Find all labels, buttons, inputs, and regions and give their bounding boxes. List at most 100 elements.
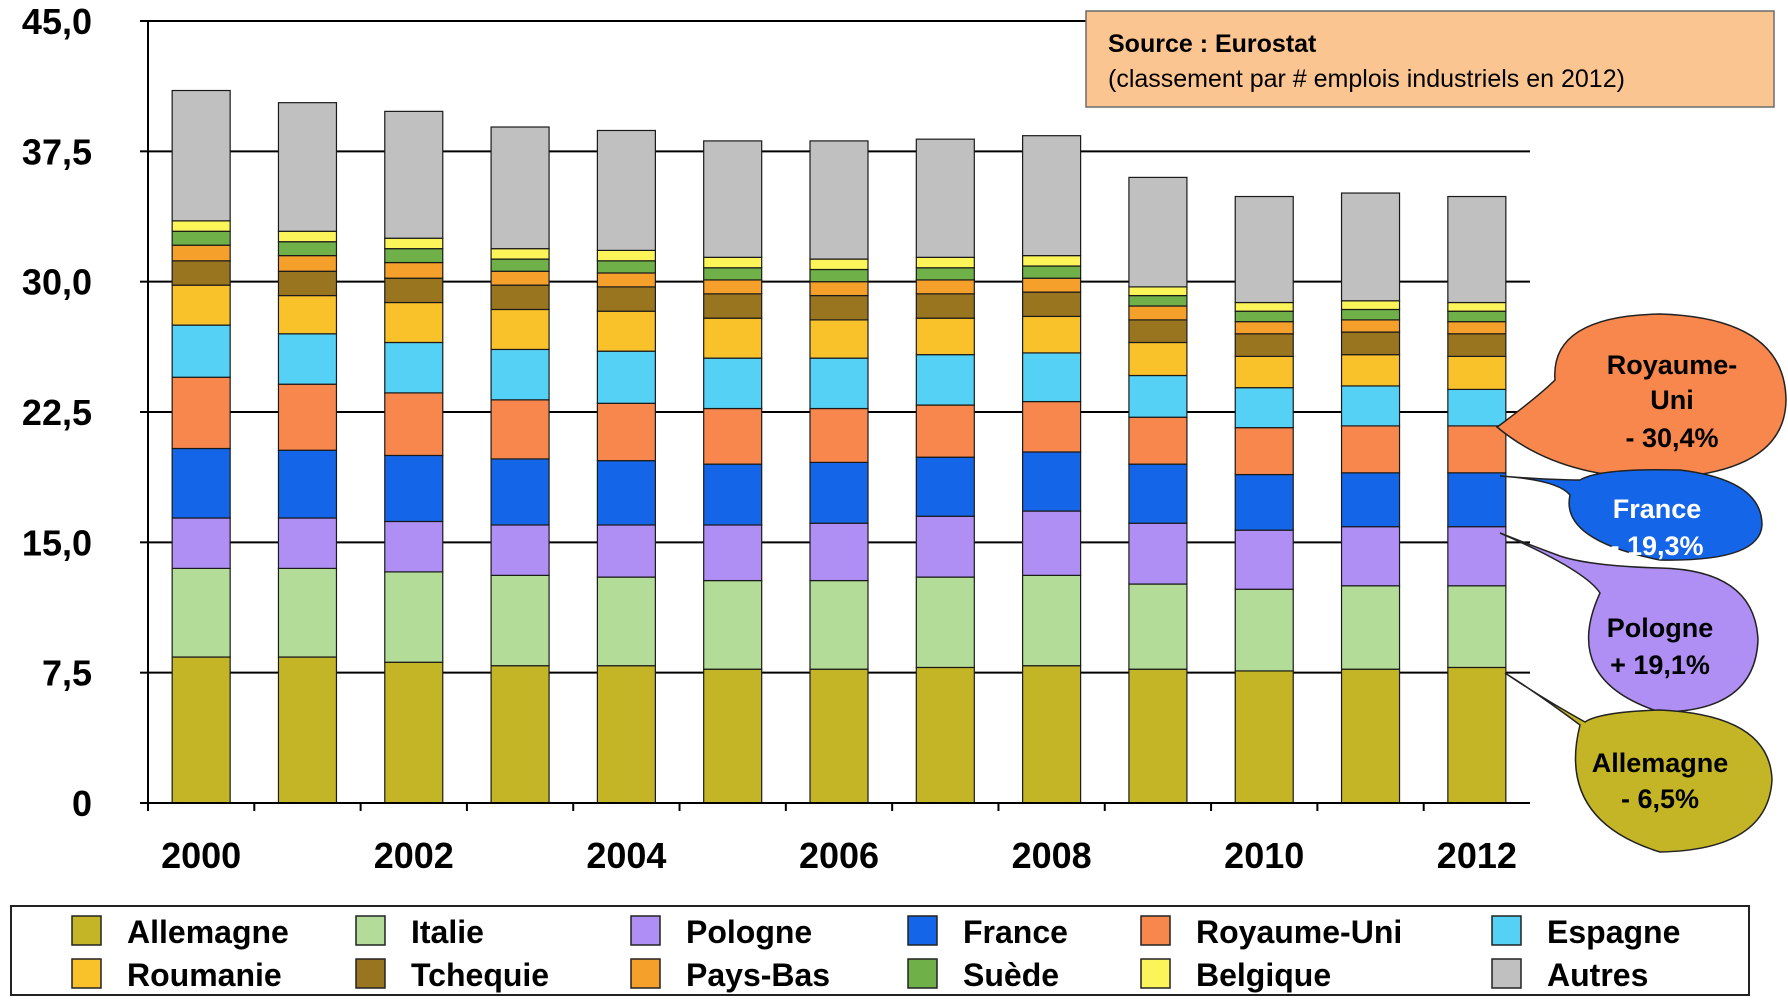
- legend-item-pologne: Pologne: [630, 914, 812, 950]
- legend-label-pologne: Pologne: [686, 914, 812, 950]
- bar-segment-pologne-2010: [1234, 529, 1294, 590]
- bar-segment-tchequie-2006: [809, 294, 869, 321]
- bar-segment-pays-bas-2003: [490, 270, 550, 286]
- bar-segment-royaume-uni-2004: [596, 402, 656, 462]
- legend-label-allemagne: Allemagne: [127, 914, 289, 950]
- legend-label-france: France: [963, 914, 1068, 950]
- bar-segment-suede-2011: [1340, 308, 1401, 321]
- bar-segment-roumanie-2005: [703, 317, 763, 359]
- bar-segment-france-2012: [1447, 472, 1507, 528]
- callouts-group: Royaume- Uni - 30,4% France - 19,3% Polo…: [1495, 313, 1787, 853]
- bar-segment-autres-2006: [809, 140, 869, 260]
- bar-segment-autres-2003: [490, 126, 550, 250]
- bar-segment-italie-2000: [171, 567, 231, 658]
- bar-segment-tchequie-2003: [490, 284, 550, 311]
- bar-segment-allemagne-2006: [809, 668, 869, 804]
- bar-segment-tchequie-2005: [703, 293, 763, 319]
- bar-segment-espagne-2009: [1128, 374, 1188, 418]
- bar-segment-tchequie-2009: [1128, 319, 1188, 344]
- y-tick-label: 30,0: [22, 262, 92, 303]
- bar-segment-roumanie-2002: [384, 301, 444, 344]
- legend-swatch-espagne: [1491, 915, 1522, 946]
- callout-pologne-line1: Pologne: [1607, 613, 1714, 643]
- bar-segment-italie-2009: [1128, 583, 1188, 670]
- bar-segment-france-2003: [490, 458, 550, 526]
- bar-segment-tchequie-2008: [1022, 291, 1082, 318]
- bar-segment-italie-2012: [1447, 585, 1507, 669]
- bar-segment-suede-2008: [1022, 265, 1082, 279]
- bar-segment-italie-2003: [490, 574, 550, 667]
- legend-label-tchequie: Tchequie: [411, 957, 549, 993]
- bar-segment-belgique-2001: [277, 230, 338, 243]
- legend-item-royaume-uni: Royaume-Uni: [1140, 914, 1402, 950]
- bar-segment-france-2000: [171, 447, 231, 519]
- legend-item-allemagne: Allemagne: [71, 914, 289, 950]
- bar-segment-autres-2002: [384, 110, 444, 239]
- bar-segment-tchequie-2001: [277, 270, 338, 297]
- bar-segment-france-2001: [277, 449, 338, 519]
- bar-segment-espagne-2012: [1447, 388, 1507, 427]
- bar-segment-royaume-uni-2008: [1022, 400, 1082, 453]
- bar-segment-tchequie-2010: [1234, 333, 1294, 357]
- bar-segment-espagne-2008: [1022, 352, 1082, 403]
- bar-segment-espagne-2002: [384, 341, 444, 394]
- bar-segment-belgique-2005: [703, 256, 763, 269]
- bar-segment-allemagne-2003: [490, 665, 550, 804]
- bar-segment-italie-2001: [277, 567, 338, 658]
- legend-swatch-france: [907, 915, 938, 946]
- x-tick-label: 2012: [1437, 835, 1517, 876]
- bar-segment-suede-2004: [596, 260, 656, 274]
- bar-segment-france-2005: [703, 463, 763, 526]
- bar-segment-belgique-2009: [1128, 286, 1188, 297]
- bar-segment-espagne-2001: [277, 333, 338, 385]
- bar-segment-france-2004: [596, 460, 656, 526]
- legend-item-autres: Autres: [1491, 957, 1648, 993]
- bar-segment-autres-2004: [596, 129, 656, 251]
- bar-segment-italie-2006: [809, 579, 869, 670]
- bar-segment-espagne-2005: [703, 357, 763, 410]
- legend-swatch-allemagne: [71, 915, 102, 946]
- bar-segment-belgique-2002: [384, 237, 444, 250]
- bar-segment-france-2008: [1022, 451, 1082, 512]
- legend-item-roumanie: Roumanie: [71, 957, 282, 993]
- bar-segment-belgique-2000: [171, 220, 231, 232]
- callout-royaume-uni: Royaume- Uni - 30,4%: [1495, 313, 1787, 479]
- bar-segment-autres-2001: [277, 102, 338, 232]
- legend-swatch-suede: [907, 958, 938, 989]
- bar-segment-roumanie-2001: [277, 294, 338, 335]
- bar-segment-france-2006: [809, 461, 869, 524]
- bar-segment-pologne-2000: [171, 517, 231, 570]
- bar-segment-suede-2000: [171, 230, 231, 246]
- legend-label-pays-bas: Pays-Bas: [686, 957, 830, 993]
- bar-segment-suede-2003: [490, 258, 550, 272]
- bar-segment-allemagne-2010: [1234, 670, 1294, 804]
- legend-label-italie: Italie: [411, 914, 484, 950]
- bar-segment-autres-2009: [1128, 176, 1188, 288]
- bar-segment-france-2009: [1128, 463, 1188, 524]
- bar-segment-espagne-2003: [490, 348, 550, 401]
- bar-segment-pologne-2009: [1128, 522, 1188, 585]
- bar-segment-espagne-2007: [915, 354, 975, 406]
- y-tick-label: 15,0: [22, 522, 92, 563]
- bar-segment-roumanie-2011: [1340, 354, 1401, 387]
- bar-segment-royaume-uni-2006: [809, 407, 869, 463]
- bar-segment-pologne-2004: [596, 524, 656, 578]
- bar-segment-pays-bas-2010: [1234, 321, 1294, 335]
- callout-royaume-uni-bubble: [1495, 313, 1787, 479]
- x-tick-label: 2008: [1012, 835, 1092, 876]
- bar-segment-france-2010: [1234, 473, 1294, 531]
- bar-segment-royaume-uni-2011: [1340, 425, 1401, 474]
- bar-segment-royaume-uni-2002: [384, 392, 444, 457]
- bar-segment-allemagne-2000: [171, 656, 231, 804]
- bar-segment-belgique-2012: [1447, 301, 1507, 312]
- bar-segment-autres-2000: [171, 89, 231, 222]
- source-title: Source : Eurostat: [1108, 30, 1317, 58]
- bar-segment-allemagne-2001: [277, 656, 338, 804]
- bar-segment-italie-2010: [1234, 588, 1294, 672]
- bar-segment-roumanie-2010: [1234, 355, 1294, 389]
- legend-items: Allemagne Italie Pologne France Royaume-Uni E…: [71, 914, 1680, 993]
- callout-france-line2: - 19,3%: [1610, 531, 1703, 561]
- bar-segment-royaume-uni-2012: [1447, 425, 1507, 474]
- bar-segment-roumanie-2000: [171, 284, 231, 326]
- callout-pologne: Pologne + 19,1%: [1499, 532, 1759, 713]
